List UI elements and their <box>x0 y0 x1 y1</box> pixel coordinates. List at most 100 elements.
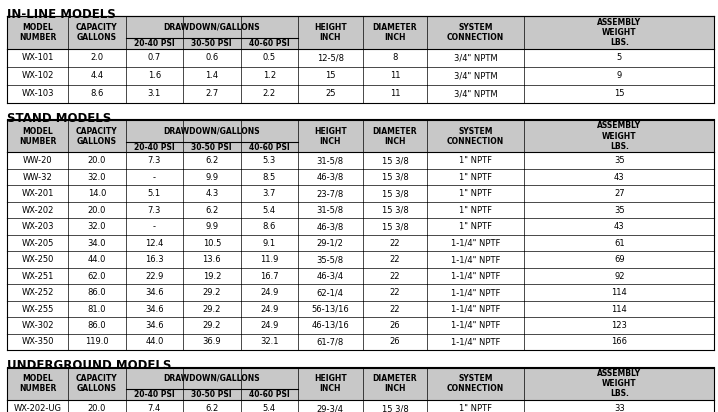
Text: 43: 43 <box>614 222 625 231</box>
Text: 20-40 PSI: 20-40 PSI <box>134 143 174 152</box>
Text: 26: 26 <box>390 321 400 330</box>
Text: 1" NPTF: 1" NPTF <box>460 206 492 215</box>
Text: 2.0: 2.0 <box>90 53 103 62</box>
Text: DIAMETER
INCH: DIAMETER INCH <box>373 23 417 42</box>
Text: 8.6: 8.6 <box>90 89 103 98</box>
Bar <box>7 49 714 67</box>
Text: 30-50 PSI: 30-50 PSI <box>192 143 232 152</box>
Text: 29.2: 29.2 <box>202 304 221 314</box>
Text: 27: 27 <box>614 189 625 198</box>
Text: 5.3: 5.3 <box>263 156 276 165</box>
Text: 22: 22 <box>390 239 400 248</box>
Text: SYSTEM
CONNECTION: SYSTEM CONNECTION <box>447 126 504 146</box>
Text: 22: 22 <box>390 304 400 314</box>
Text: 34.6: 34.6 <box>145 288 164 297</box>
Text: 1.4: 1.4 <box>205 71 218 80</box>
Text: 30-50 PSI: 30-50 PSI <box>192 390 232 399</box>
Text: 36.9: 36.9 <box>202 337 221 346</box>
Text: 34.6: 34.6 <box>145 321 164 330</box>
Bar <box>7 400 714 412</box>
Bar <box>7 202 714 218</box>
Bar <box>7 169 714 185</box>
Text: 40-60 PSI: 40-60 PSI <box>249 39 289 48</box>
Text: 7.3: 7.3 <box>148 206 161 215</box>
Text: 3.1: 3.1 <box>148 89 161 98</box>
Text: 2.7: 2.7 <box>205 89 218 98</box>
Text: 20-40 PSI: 20-40 PSI <box>134 390 174 399</box>
Text: 24.9: 24.9 <box>260 321 279 330</box>
Text: WX-302: WX-302 <box>22 321 54 330</box>
Text: 46-3/8: 46-3/8 <box>317 173 344 182</box>
Text: 92: 92 <box>614 272 625 281</box>
Text: 15 3/8: 15 3/8 <box>381 404 409 412</box>
Text: 19.2: 19.2 <box>202 272 221 281</box>
Text: 119.0: 119.0 <box>85 337 108 346</box>
Text: WX-250: WX-250 <box>22 255 54 264</box>
Bar <box>7 334 714 350</box>
Text: 44.0: 44.0 <box>145 337 164 346</box>
Text: IN-LINE MODELS: IN-LINE MODELS <box>7 8 116 21</box>
Text: 13.6: 13.6 <box>202 255 221 264</box>
Text: 123: 123 <box>611 321 628 330</box>
Text: HEIGHT
INCH: HEIGHT INCH <box>314 126 347 146</box>
Text: 15 3/8: 15 3/8 <box>381 189 409 198</box>
Bar <box>7 67 714 85</box>
Text: 61: 61 <box>614 239 625 248</box>
Text: 30-50 PSI: 30-50 PSI <box>192 39 232 48</box>
Text: 46-3/4: 46-3/4 <box>317 272 344 281</box>
Text: 1-1/4" NPTF: 1-1/4" NPTF <box>451 304 500 314</box>
Bar <box>7 284 714 301</box>
Text: ASSEMBLY
WEIGHT
LBS.: ASSEMBLY WEIGHT LBS. <box>597 122 641 151</box>
Text: DRAWDOWN/GALLONS: DRAWDOWN/GALLONS <box>164 126 260 136</box>
Text: 6.2: 6.2 <box>205 206 218 215</box>
Text: 12.4: 12.4 <box>145 239 164 248</box>
Bar <box>7 16 714 49</box>
Text: 1-1/4" NPTF: 1-1/4" NPTF <box>451 288 500 297</box>
Text: 1-1/4" NPTF: 1-1/4" NPTF <box>451 337 500 346</box>
Bar <box>7 218 714 235</box>
Text: 31-5/8: 31-5/8 <box>317 156 344 165</box>
Text: 10.5: 10.5 <box>202 239 221 248</box>
Text: 40-60 PSI: 40-60 PSI <box>249 390 289 399</box>
Text: 3.7: 3.7 <box>263 189 276 198</box>
Text: 86.0: 86.0 <box>88 321 106 330</box>
Text: 5.4: 5.4 <box>263 206 276 215</box>
Text: 16.3: 16.3 <box>145 255 164 264</box>
Bar <box>7 185 714 202</box>
Bar <box>7 120 714 152</box>
Text: 6.2: 6.2 <box>205 156 218 165</box>
Text: 15 3/8: 15 3/8 <box>381 173 409 182</box>
Bar <box>7 317 714 334</box>
Text: 9.9: 9.9 <box>205 173 218 182</box>
Text: HEIGHT
INCH: HEIGHT INCH <box>314 23 347 42</box>
Text: WX-102: WX-102 <box>22 71 54 80</box>
Text: STAND MODELS: STAND MODELS <box>7 112 111 125</box>
Text: 20-40 PSI: 20-40 PSI <box>134 39 174 48</box>
Text: 15 3/8: 15 3/8 <box>381 206 409 215</box>
Bar <box>7 368 714 400</box>
Text: 11: 11 <box>390 71 400 80</box>
Text: WX-201: WX-201 <box>22 189 54 198</box>
Text: 32.0: 32.0 <box>88 173 106 182</box>
Text: 29-3/4: 29-3/4 <box>317 404 344 412</box>
Text: 1" NPTF: 1" NPTF <box>460 404 492 412</box>
Text: 8.5: 8.5 <box>263 173 276 182</box>
Text: 1-1/4" NPTF: 1-1/4" NPTF <box>451 239 500 248</box>
Text: 46-3/8: 46-3/8 <box>317 222 344 231</box>
Text: WW-32: WW-32 <box>23 173 52 182</box>
Text: 5.1: 5.1 <box>148 189 161 198</box>
Text: 56-13/16: 56-13/16 <box>312 304 349 314</box>
Text: 33: 33 <box>614 404 625 412</box>
Text: DIAMETER
INCH: DIAMETER INCH <box>373 374 417 393</box>
Text: 12-5/8: 12-5/8 <box>317 53 344 62</box>
Text: 0.5: 0.5 <box>263 53 276 62</box>
Text: 24.9: 24.9 <box>260 288 279 297</box>
Text: 14.0: 14.0 <box>88 189 106 198</box>
Text: 61-7/8: 61-7/8 <box>317 337 344 346</box>
Text: 15: 15 <box>325 71 335 80</box>
Text: 1.2: 1.2 <box>263 71 276 80</box>
Text: 0.6: 0.6 <box>205 53 218 62</box>
Text: MODEL
NUMBER: MODEL NUMBER <box>19 23 57 42</box>
Bar <box>7 152 714 169</box>
Text: 43: 43 <box>614 173 625 182</box>
